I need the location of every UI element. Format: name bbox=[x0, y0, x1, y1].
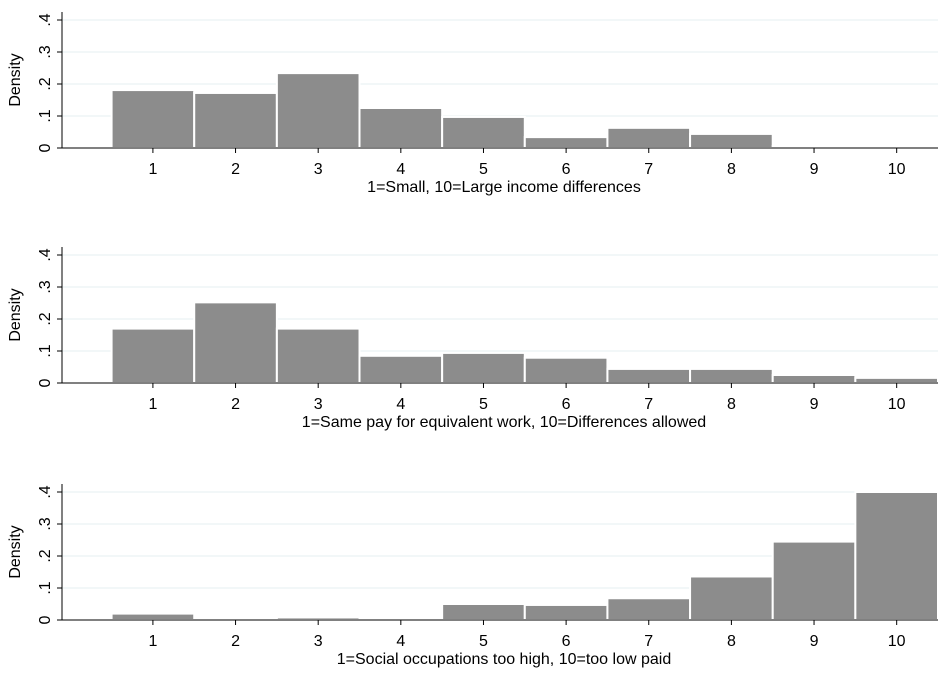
y-tick-label: .2 bbox=[37, 549, 54, 562]
x-tick-label: 9 bbox=[810, 161, 819, 178]
x-tick-label: 10 bbox=[888, 633, 906, 650]
bar bbox=[606, 126, 692, 149]
x-tick-label: 2 bbox=[231, 633, 240, 650]
x-tick-label: 8 bbox=[727, 161, 736, 178]
bar bbox=[606, 597, 692, 621]
bar bbox=[854, 376, 940, 385]
x-axis-title: 1=Same pay for equivalent work, 10=Diffe… bbox=[302, 414, 706, 431]
y-tick-label: .4 bbox=[37, 13, 54, 26]
x-tick-label: 4 bbox=[396, 396, 405, 413]
bar bbox=[193, 301, 278, 384]
x-axis-title: 1=Social occupations too high, 10=too lo… bbox=[337, 651, 671, 668]
bar bbox=[523, 136, 609, 149]
x-tick-label: 7 bbox=[644, 396, 653, 413]
x-tick-label: 1 bbox=[148, 633, 157, 650]
x-tick-label: 1 bbox=[148, 161, 157, 178]
bar bbox=[358, 354, 444, 384]
x-tick-label: 6 bbox=[562, 396, 571, 413]
y-tick-label: 0 bbox=[37, 378, 54, 387]
y-axis-title: Density bbox=[7, 288, 24, 341]
x-tick-label: 9 bbox=[810, 396, 819, 413]
bar bbox=[110, 612, 196, 621]
y-tick-label: .3 bbox=[37, 517, 54, 530]
x-tick-label: 10 bbox=[888, 396, 906, 413]
bar bbox=[441, 351, 526, 385]
bar bbox=[441, 603, 526, 621]
y-axis-title: Density bbox=[7, 53, 24, 106]
bar bbox=[441, 115, 526, 149]
x-tick-label: 5 bbox=[479, 161, 488, 178]
bar bbox=[358, 107, 444, 149]
y-tick-label: .3 bbox=[37, 280, 54, 293]
y-tick-label: .2 bbox=[37, 312, 54, 325]
y-axis-title: Density bbox=[7, 525, 24, 578]
bar bbox=[854, 491, 940, 621]
x-tick-label: 9 bbox=[810, 633, 819, 650]
x-tick-label: 3 bbox=[314, 396, 323, 413]
bar bbox=[606, 367, 692, 385]
bar bbox=[689, 575, 774, 621]
bar bbox=[771, 374, 857, 384]
x-axis-title: 1=Small, 10=Large income differences bbox=[367, 179, 641, 196]
x-tick-label: 5 bbox=[479, 633, 488, 650]
y-tick-label: .1 bbox=[37, 581, 54, 594]
x-tick-label: 7 bbox=[644, 633, 653, 650]
y-tick-label: .4 bbox=[37, 248, 54, 261]
x-tick-label: 2 bbox=[231, 161, 240, 178]
bar bbox=[110, 327, 196, 385]
y-tick-label: 0 bbox=[37, 615, 54, 624]
y-tick-label: .1 bbox=[37, 109, 54, 122]
y-tick-label: .3 bbox=[37, 45, 54, 58]
y-tick-label: 0 bbox=[37, 143, 54, 152]
y-tick-label: .1 bbox=[37, 344, 54, 357]
x-tick-label: 6 bbox=[562, 633, 571, 650]
bar bbox=[275, 72, 361, 149]
y-tick-label: .2 bbox=[37, 77, 54, 90]
bar bbox=[689, 367, 774, 385]
bar bbox=[193, 91, 278, 149]
x-tick-label: 5 bbox=[479, 396, 488, 413]
x-tick-label: 8 bbox=[727, 633, 736, 650]
y-tick-label: .4 bbox=[37, 485, 54, 498]
x-tick-label: 2 bbox=[231, 396, 240, 413]
bar bbox=[771, 540, 857, 621]
bar bbox=[110, 89, 196, 149]
x-tick-label: 3 bbox=[314, 633, 323, 650]
x-tick-label: 4 bbox=[396, 161, 405, 178]
x-tick-label: 7 bbox=[644, 161, 653, 178]
bar bbox=[689, 132, 774, 149]
x-tick-label: 8 bbox=[727, 396, 736, 413]
x-tick-label: 4 bbox=[396, 633, 405, 650]
x-tick-label: 1 bbox=[148, 396, 157, 413]
x-tick-label: 6 bbox=[562, 161, 571, 178]
bar bbox=[523, 356, 609, 385]
x-tick-label: 3 bbox=[314, 161, 323, 178]
bar bbox=[275, 327, 361, 385]
bar bbox=[523, 603, 609, 622]
x-tick-label: 10 bbox=[888, 161, 906, 178]
